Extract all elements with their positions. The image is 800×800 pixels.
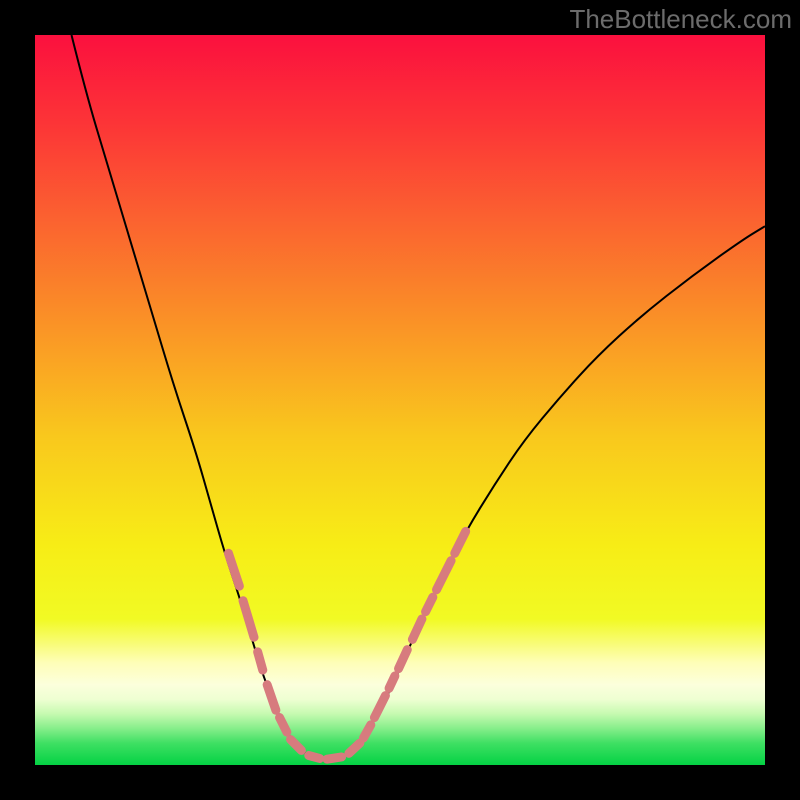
chart-container: TheBottleneck.com — [0, 0, 800, 800]
watermark-text: TheBottleneck.com — [569, 4, 792, 35]
bottleneck-curve-chart — [0, 0, 800, 800]
